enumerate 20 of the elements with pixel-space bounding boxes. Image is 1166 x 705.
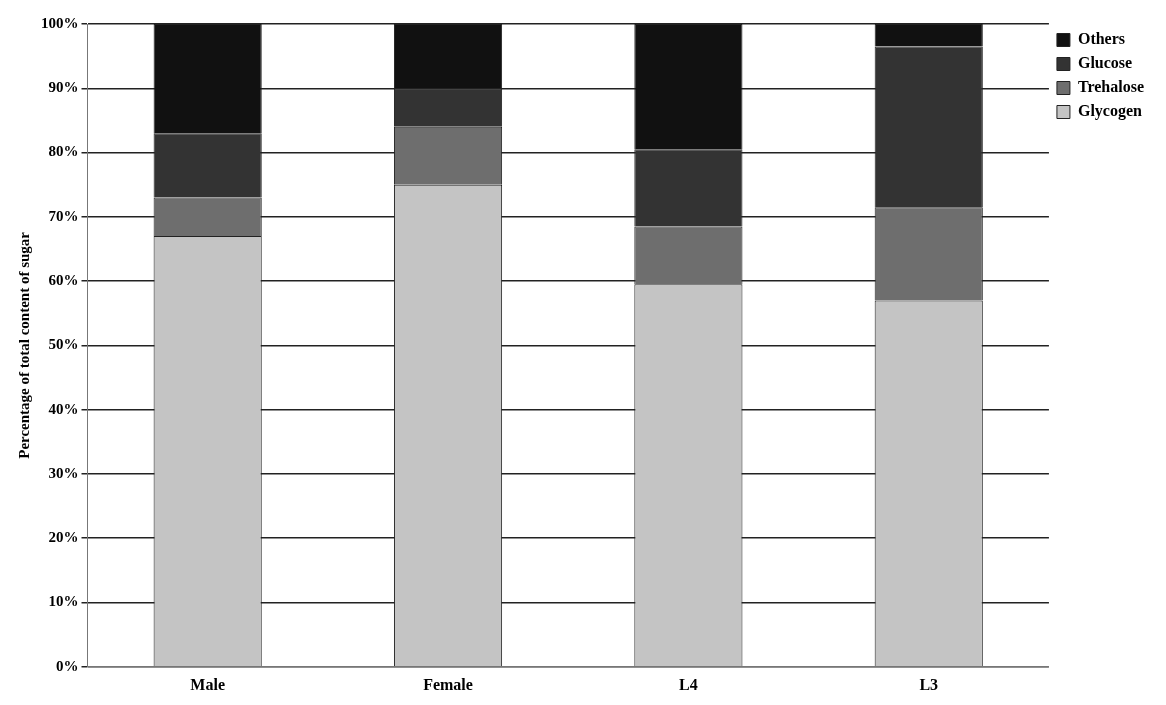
y-tick-label: 30% <box>48 464 79 481</box>
y-tick-label: 40% <box>48 400 79 417</box>
y-tick-label: 80% <box>48 143 79 160</box>
legend-label: Glycogen <box>1077 102 1143 121</box>
legend-label: Trehalose <box>1077 78 1145 96</box>
x-tick-label: L4 <box>679 675 698 693</box>
y-tick-label: 70% <box>48 207 79 224</box>
y-axis-title: Percentage of total content of sugar <box>15 231 32 459</box>
x-tick-label: Male <box>190 675 226 693</box>
x-tick-label: L3 <box>919 675 939 693</box>
y-tick-label: 20% <box>48 529 79 546</box>
y-tick-label: 100% <box>41 14 79 31</box>
x-tick-label: Female <box>423 675 473 693</box>
y-tick-label: 90% <box>48 79 79 96</box>
y-tick-label: 0% <box>56 657 79 674</box>
y-tick-label: 50% <box>48 336 79 353</box>
legend-label: Others <box>1077 30 1126 48</box>
y-tick-label: 60% <box>48 271 79 288</box>
legend-label: Glucose <box>1077 54 1133 72</box>
y-tick-label: 10% <box>48 593 79 610</box>
